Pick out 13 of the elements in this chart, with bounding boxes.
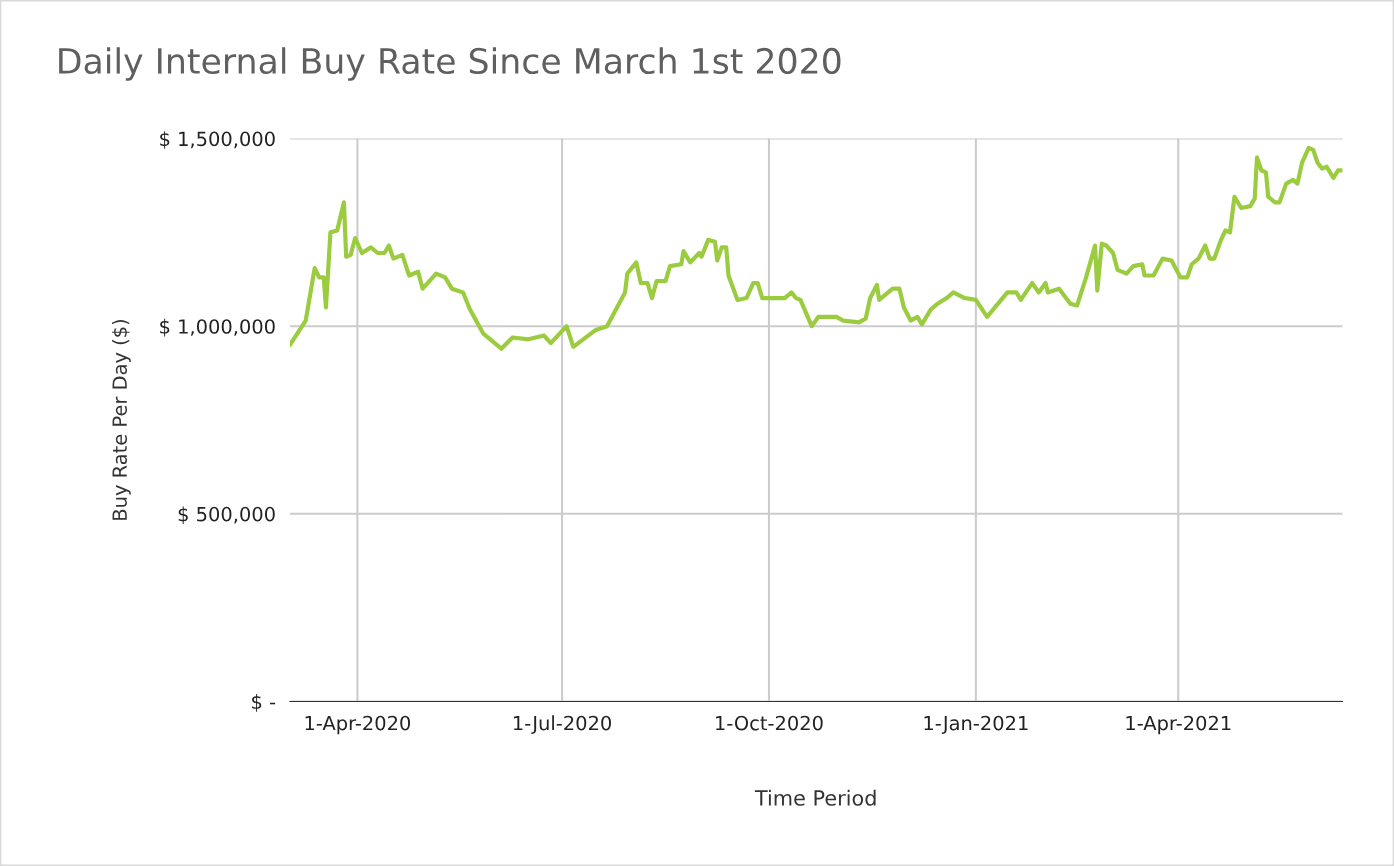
line-series: [289, 145, 1343, 351]
y-axis-title: Buy Rate Per Day ($): [111, 319, 131, 520]
x-tick-label: 1-Apr-2021: [1126, 715, 1231, 735]
x-tick-label: 1-Jul-2020: [513, 715, 611, 735]
x-axis-title: Time Period: [754, 789, 876, 806]
y-tick-label: $ 1,500,000: [160, 131, 275, 149]
y-tick-label: $ 1,000,000: [160, 318, 275, 337]
x-tick-label: 1-Jan-2021: [924, 715, 1028, 735]
y-tick-label: $ -: [252, 694, 276, 712]
y-tick-label: $ 500,000: [178, 506, 275, 525]
x-tick-label: 1-Oct-2020: [716, 715, 823, 731]
chart-title: Daily Internal Buy Rate Since March 1st 2020: [59, 47, 841, 81]
x-tick-label: 1-Apr-2020: [305, 715, 411, 735]
